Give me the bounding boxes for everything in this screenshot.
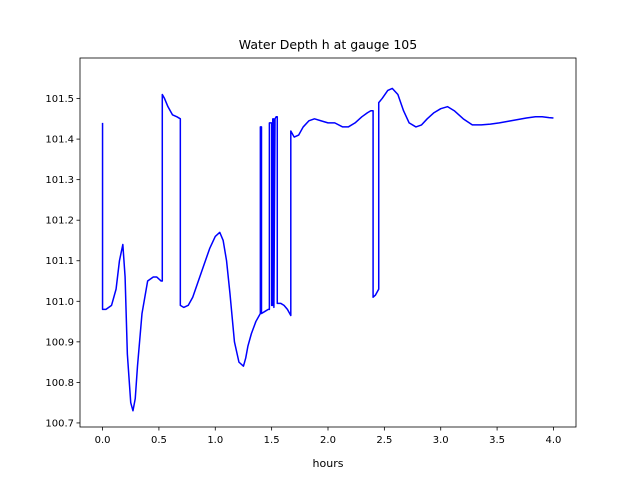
x-tick-label: 4.0 [546,435,562,446]
x-axis: 0.0 0.5 1.0 1.5 2.0 2.5 3.0 3.5 4.0 [95,427,562,446]
x-tick-label: 3.5 [489,435,505,446]
x-axis-label: hours [313,457,344,470]
x-tick-label: 2.5 [376,435,392,446]
y-axis: 100.7 100.8 100.9 101.0 101.1 101.2 101.3 101.4… [45,94,80,429]
y-tick-label: 101.5 [45,94,74,105]
y-tick-label: 101.3 [45,175,74,186]
x-tick-label: 0.5 [151,435,167,446]
y-tick-label: 101.2 [45,216,74,227]
chart-title: Water Depth h at gauge 105 [239,37,417,52]
x-tick-label: 1.0 [207,435,223,446]
x-tick-label: 2.0 [320,435,336,446]
y-tick-label: 100.9 [45,337,74,348]
x-tick-label: 3.0 [433,435,449,446]
y-tick-label: 101.0 [45,297,74,308]
y-tick-label: 100.8 [45,378,74,389]
x-tick-label: 1.5 [264,435,280,446]
y-tick-label: 100.7 [45,418,74,429]
y-tick-label: 101.4 [45,135,74,146]
x-tick-label: 0.0 [95,435,111,446]
series-line-1 [101,87,554,412]
y-tick-label: 101.1 [45,256,74,267]
